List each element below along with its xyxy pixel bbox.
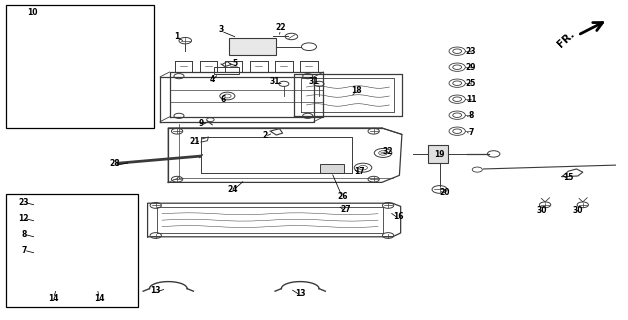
Text: 4: 4 [210, 75, 215, 84]
Text: 8: 8 [468, 111, 474, 120]
Text: 11: 11 [466, 95, 476, 104]
Text: 10: 10 [28, 8, 38, 17]
Text: 1: 1 [175, 32, 180, 41]
Text: 7: 7 [468, 128, 474, 137]
Text: 3: 3 [219, 25, 224, 34]
Text: 13: 13 [295, 289, 305, 298]
Text: 14: 14 [94, 294, 104, 303]
Text: 9: 9 [198, 119, 203, 128]
Text: 15: 15 [563, 173, 573, 182]
Text: 21: 21 [190, 137, 200, 146]
Bar [214, 67, 239, 74]
Text: 30: 30 [536, 206, 546, 215]
Text: 27: 27 [340, 205, 350, 214]
Text: 32: 32 [383, 147, 393, 156]
Text: 23: 23 [19, 198, 29, 207]
Bar [428, 145, 448, 163]
Bar [229, 38, 276, 55]
Text: FR.: FR. [556, 29, 577, 49]
Text: 31: 31 [270, 77, 280, 86]
Text: 29: 29 [466, 63, 476, 72]
Text: 12: 12 [19, 214, 29, 223]
Text: 30: 30 [573, 206, 583, 215]
Text: 14: 14 [48, 294, 58, 303]
Text: 26: 26 [338, 192, 348, 201]
Text: 16: 16 [394, 212, 404, 221]
Text: 17: 17 [354, 167, 364, 176]
Bar [320, 164, 344, 173]
Text: 31: 31 [309, 77, 319, 86]
Text: 20: 20 [440, 188, 450, 197]
Text: 28: 28 [109, 159, 119, 168]
Text: 8: 8 [21, 230, 26, 239]
Text: 13: 13 [151, 286, 161, 295]
Text: 5: 5 [233, 60, 238, 68]
Text: 25: 25 [466, 79, 476, 88]
Text: 22: 22 [276, 23, 286, 32]
Text: 6: 6 [220, 95, 225, 104]
Bar [6, 194, 138, 307]
Text: 19: 19 [435, 150, 445, 159]
Text: 18: 18 [352, 86, 362, 95]
Text: 7: 7 [21, 246, 26, 255]
Text: 2: 2 [263, 131, 268, 140]
Bar [6, 5, 154, 128]
Text: 24: 24 [227, 185, 237, 194]
Text: 23: 23 [466, 47, 476, 56]
